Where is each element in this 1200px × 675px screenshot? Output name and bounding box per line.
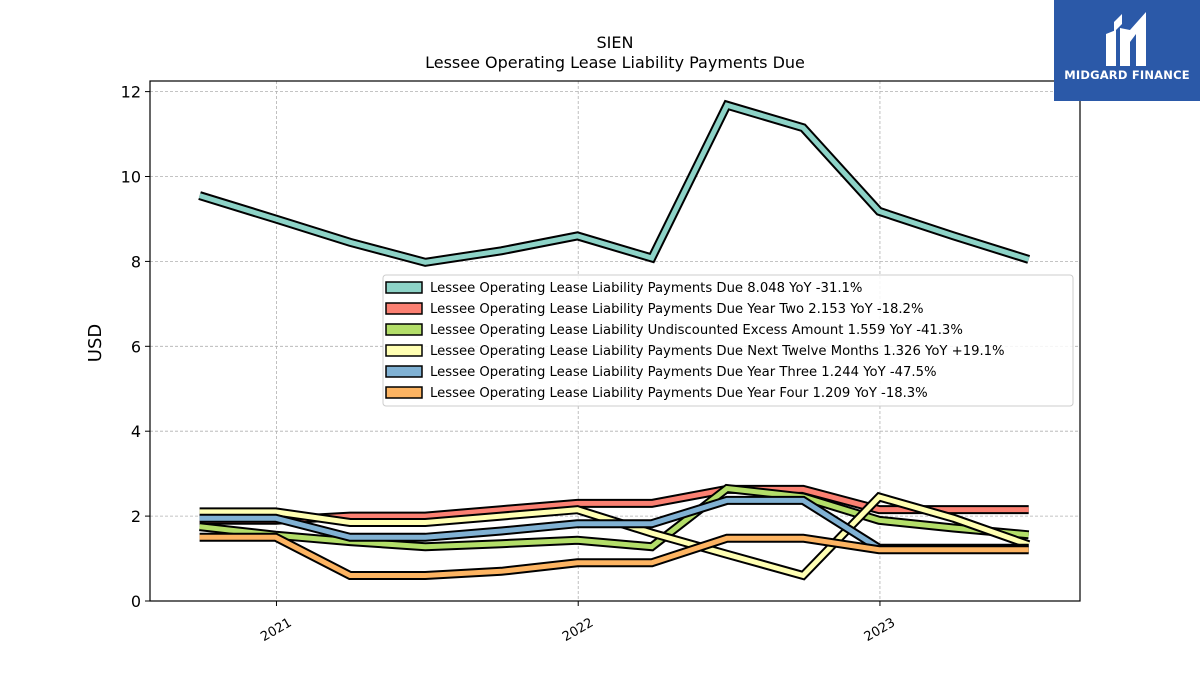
legend-entry: Lessee Operating Lease Liability Payment… <box>385 281 862 296</box>
plot-frame <box>149 80 1081 602</box>
y-tick-label: 8 <box>131 252 141 271</box>
midgard-logo-icon <box>1106 12 1146 66</box>
brand-name: MIDGARD FINANCE <box>1064 68 1190 82</box>
series-lines <box>198 99 1031 581</box>
x-tick-label: 2021 <box>258 615 294 645</box>
legend-entry: Lessee Operating Lease Liability Payment… <box>385 365 937 380</box>
series-line <box>198 102 1030 265</box>
series-3 <box>199 483 1030 552</box>
y-axis-label: USD <box>85 324 106 362</box>
legend-entry: Lessee Operating Lease Liability Payment… <box>385 302 923 317</box>
series-line <box>199 485 1029 550</box>
legend-entry: Lessee Operating Lease Liability Payment… <box>385 344 1005 359</box>
series-6 <box>199 532 1029 580</box>
legend-label: Lessee Operating Lease Liability Payment… <box>430 386 928 401</box>
legend-swatch <box>385 302 423 315</box>
legend: Lessee Operating Lease Liability Payment… <box>382 274 1074 407</box>
y-tick-label: 6 <box>131 337 141 356</box>
legend-box <box>382 274 1074 407</box>
chart-subtitle: Lessee Operating Lease Liability Payment… <box>425 53 805 72</box>
chart-title: SIEN <box>597 33 634 52</box>
y-tick-label: 2 <box>131 507 141 526</box>
legend-swatch <box>385 323 423 336</box>
legend-swatch <box>385 386 423 399</box>
x-tick-label: 2023 <box>862 615 898 645</box>
axis-ticks: 0 2 4 6 8 10 12 2021 2022 2023 <box>121 83 898 645</box>
y-tick-label: 0 <box>131 592 141 611</box>
brand-logo: MIDGARD FINANCE <box>1054 0 1200 101</box>
legend-swatch <box>385 365 423 378</box>
y-tick-label: 4 <box>131 422 141 441</box>
legend-entry: Lessee Operating Lease Liability Undisco… <box>385 323 963 338</box>
series-1 <box>198 99 1031 267</box>
legend-swatch <box>385 281 423 294</box>
legend-label: Lessee Operating Lease Liability Payment… <box>430 344 1005 359</box>
y-tick-label: 12 <box>121 83 141 102</box>
legend-label: Lessee Operating Lease Liability Undisco… <box>430 323 963 338</box>
legend-label: Lessee Operating Lease Liability Payment… <box>430 302 923 317</box>
series-line <box>199 534 1029 578</box>
legend-swatch <box>385 344 423 357</box>
series-line-outline <box>198 99 1031 267</box>
legend-label: Lessee Operating Lease Liability Payment… <box>430 365 937 380</box>
x-tick-label: 2022 <box>560 615 596 645</box>
y-tick-label: 10 <box>121 168 141 187</box>
legend-entry: Lessee Operating Lease Liability Payment… <box>385 386 928 401</box>
legend-label: Lessee Operating Lease Liability Payment… <box>430 281 862 296</box>
